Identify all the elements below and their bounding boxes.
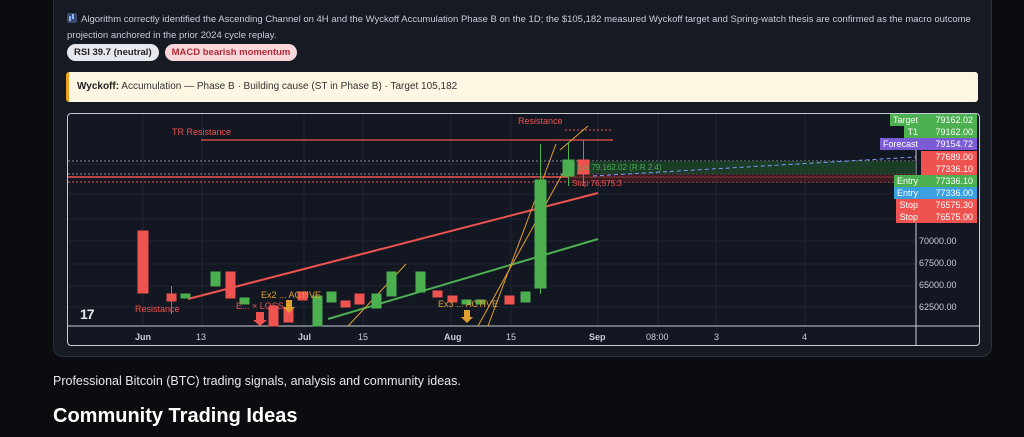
- price-tag-name: Forecast: [879, 138, 921, 150]
- indicator-badges: RSI 39.7 (neutral) MACD bearish momentum: [67, 44, 298, 61]
- chart-canvas[interactable]: TR Resistance Resistance Resistance Ex2 …: [68, 114, 979, 345]
- price-tag-value: 77689.00: [921, 151, 977, 163]
- time-label: Jun: [135, 332, 151, 342]
- price-tag-value: 77336.00: [921, 187, 977, 199]
- price-tag: Target 79162.02: [889, 114, 977, 126]
- candle: [415, 271, 426, 293]
- candle: [354, 293, 365, 305]
- time-label: 4: [802, 332, 807, 342]
- price-tag-value: 76575.30: [921, 199, 977, 211]
- price-tag: Stop 76575.00: [896, 211, 977, 223]
- price-tag-name: Entry: [893, 187, 921, 199]
- price-tag: 77336.10: [921, 163, 977, 175]
- analysis-card: Algorithm correctly identified the Ascen…: [53, 0, 992, 357]
- entry-arrows: [283, 300, 473, 323]
- grid-lines: [68, 114, 916, 326]
- time-label: Aug: [444, 332, 462, 342]
- candle: [447, 295, 458, 303]
- tradingview-logo: 17: [80, 306, 95, 322]
- candle: [432, 290, 443, 298]
- price-label: 70000.00: [919, 236, 957, 246]
- resistance-left-label: Resistance: [135, 304, 180, 314]
- target-box-label: get 79,162.02 (R:R 2.4): [578, 163, 662, 172]
- price-tag: Stop 76575.30: [896, 199, 977, 211]
- price-tag: Forecast 79154.72: [879, 138, 977, 150]
- summary-text: Algorithm correctly identified the Ascen…: [67, 14, 971, 41]
- price-tag-value: 79162.02: [921, 114, 977, 126]
- candle: [475, 299, 486, 305]
- macd-badge: MACD bearish momentum: [164, 44, 298, 61]
- fan-line-3: [487, 143, 557, 327]
- candle: [210, 271, 221, 287]
- price-tag-value: 79162.00: [921, 126, 977, 138]
- candle: [137, 230, 149, 294]
- candle: [225, 271, 236, 299]
- price-tag: Entry 77336.10: [893, 175, 977, 187]
- price-tag: T1 79162.00: [904, 126, 977, 138]
- candle: [180, 293, 191, 299]
- time-label: 13: [196, 332, 206, 342]
- price-label: 62500.00: [919, 302, 957, 312]
- candle: [297, 291, 308, 301]
- candle: [386, 271, 397, 297]
- wyckoff-label: Wyckoff:: [77, 81, 120, 92]
- stop-box-label: Stop 76,575.3: [572, 179, 622, 188]
- community-heading: Community Trading Ideas: [53, 405, 298, 427]
- entry-arrow-icon: [283, 300, 295, 313]
- price-label: 65000.00: [919, 280, 957, 290]
- candle: [239, 297, 250, 305]
- footer-description: Professional Bitcoin (BTC) trading signa…: [53, 374, 461, 388]
- candle: [340, 300, 351, 308]
- price-tag-value: 79154.72: [921, 138, 977, 150]
- price-tag-name: Stop: [896, 211, 921, 223]
- candles-bullish: [180, 142, 575, 327]
- price-tag-value: 76575.00: [921, 211, 977, 223]
- sell-arrow-icon: [253, 312, 267, 326]
- time-label: Jul: [298, 332, 311, 342]
- entry-arrow-icon: [461, 310, 473, 323]
- time-label: 08:00: [646, 332, 669, 342]
- price-tag: 77689.00: [921, 151, 977, 163]
- candle: [326, 291, 337, 303]
- chart-icon: [67, 13, 77, 23]
- candle: [504, 295, 515, 305]
- resistance-top-label: Resistance: [518, 116, 563, 126]
- time-axis-minor: 13 15 15 08:00 3 4: [196, 332, 807, 342]
- candles-bearish: [137, 140, 590, 327]
- signal-arrows: [253, 312, 267, 326]
- price-tag-name: Entry: [893, 175, 921, 187]
- wyckoff-callout: Wyckoff: Accumulation — Phase B · Buildi…: [66, 72, 978, 102]
- tr-resistance-label: TR Resistance: [172, 127, 231, 137]
- fan-line-2: [477, 163, 569, 327]
- rsi-badge: RSI 39.7 (neutral): [67, 44, 159, 61]
- candle: [520, 291, 531, 303]
- time-axis: Jun Jul Aug Sep: [135, 332, 606, 342]
- time-label: Sep: [589, 332, 606, 342]
- time-label: 3: [714, 332, 719, 342]
- stop-zone: [568, 174, 916, 182]
- candle: [268, 305, 279, 327]
- ex2-label: Ex2 ... ACTIVE: [261, 290, 321, 300]
- time-label: 15: [506, 332, 516, 342]
- forecast-line: [592, 156, 917, 177]
- fan-line-4: [559, 125, 589, 151]
- channel-upper-line: [187, 192, 599, 300]
- price-tag-value: 77336.10: [921, 175, 977, 187]
- price-tag-value: 77336.10: [921, 163, 977, 175]
- price-tag: Entry 77336.00: [893, 187, 977, 199]
- wyckoff-text: Accumulation — Phase B · Building cause …: [121, 81, 458, 92]
- candle: [312, 295, 323, 327]
- price-label: 67500.00: [919, 258, 957, 268]
- price-chart[interactable]: TR Resistance Resistance Resistance Ex2 …: [67, 113, 980, 346]
- ex3-label: Ex3 ... ACTIVE: [438, 299, 498, 309]
- price-tag-name: T1: [904, 126, 921, 138]
- analysis-summary: Algorithm correctly identified the Ascen…: [67, 12, 979, 44]
- loss-label: E... × LOSS: [236, 301, 284, 311]
- price-tag-name: Target: [889, 114, 921, 126]
- time-label: 15: [358, 332, 368, 342]
- candle: [461, 299, 472, 305]
- candle: [371, 293, 382, 309]
- price-tag-name: Stop: [896, 199, 921, 211]
